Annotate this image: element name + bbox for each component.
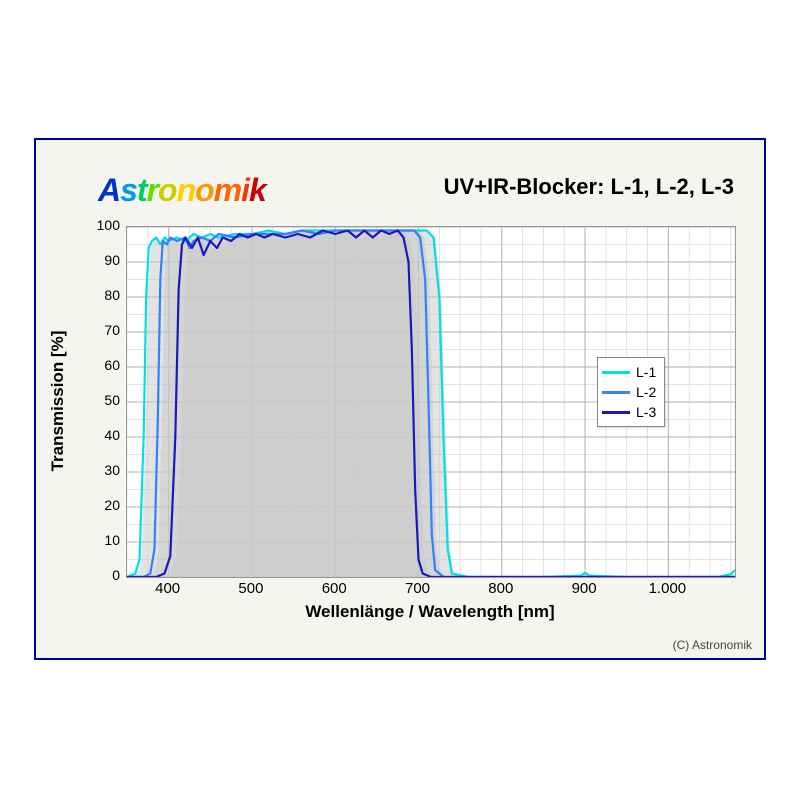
y-tick: 100 [80, 217, 120, 233]
legend-swatch [602, 411, 630, 414]
x-axis-label: Wellenlänge / Wavelength [nm] [126, 602, 734, 622]
x-tick: 400 [155, 580, 180, 597]
x-tick: 500 [238, 580, 263, 597]
legend-label: L-2 [636, 384, 656, 400]
y-tick: 20 [80, 497, 120, 513]
y-axis-label: Transmission [%] [48, 226, 78, 576]
chart-frame: Astronomik UV+IR-Blocker: L-1, L-2, L-3 … [34, 138, 766, 660]
y-tick: 30 [80, 462, 120, 478]
legend: L-1 L-2 L-3 [597, 357, 665, 427]
plot-area: L-1 L-2 L-3 [126, 226, 736, 578]
y-tick: 60 [80, 357, 120, 373]
legend-swatch [602, 391, 630, 394]
legend-item: L-3 [602, 402, 656, 422]
y-tick: 80 [80, 287, 120, 303]
legend-label: L-1 [636, 364, 656, 380]
x-tick: 700 [405, 580, 430, 597]
legend-label: L-3 [636, 404, 656, 420]
y-tick: 50 [80, 392, 120, 408]
legend-swatch [602, 371, 630, 374]
x-tick: 800 [488, 580, 513, 597]
legend-item: L-2 [602, 382, 656, 402]
legend-item: L-1 [602, 362, 656, 382]
y-tick: 90 [80, 252, 120, 268]
chart-title: UV+IR-Blocker: L-1, L-2, L-3 [444, 174, 734, 200]
brand-logo: Astronomik [98, 172, 266, 209]
x-tick: 600 [322, 580, 347, 597]
y-tick: 40 [80, 427, 120, 443]
y-tick: 10 [80, 532, 120, 548]
copyright-label: (C) Astronomik [673, 638, 752, 652]
y-tick: 0 [80, 567, 120, 583]
x-tick: 1.000 [649, 580, 687, 597]
x-tick: 900 [572, 580, 597, 597]
y-tick: 70 [80, 322, 120, 338]
